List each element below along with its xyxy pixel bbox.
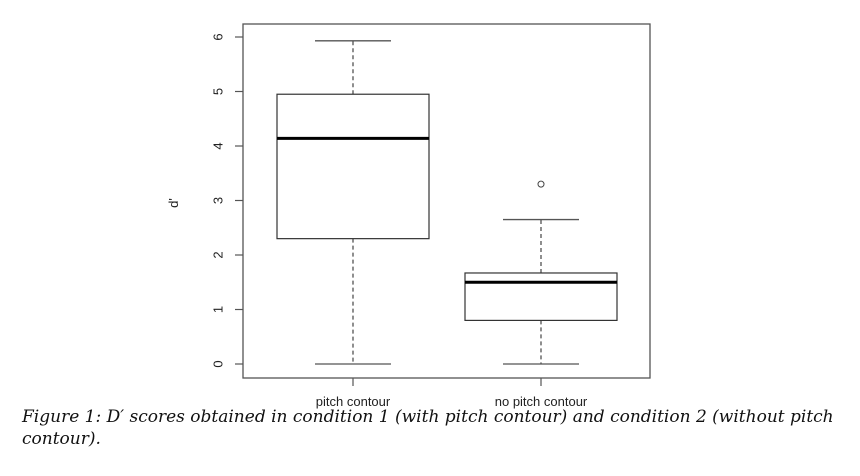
x-axis [352, 378, 542, 386]
box-2 [464, 180, 618, 365]
boxplot-chart: 0 1 2 3 4 5 6 d' [166, 23, 651, 386]
y-tick-label: 4 [211, 142, 226, 149]
y-tick-label: 6 [211, 33, 226, 40]
y-tick-label: 2 [211, 251, 226, 258]
box-series [276, 40, 618, 365]
iqr-box [276, 93, 430, 240]
y-axis: 0 1 2 3 4 5 6 [211, 33, 243, 368]
y-tick-label: 3 [211, 197, 226, 204]
y-tick-label: 0 [211, 360, 226, 367]
y-tick-label: 5 [211, 88, 226, 95]
y-axis-label: d' [166, 198, 181, 208]
figure-caption: Figure 1: D′ scores obtained in conditio… [22, 407, 834, 449]
y-tick-label: 1 [211, 306, 226, 313]
x-category-label-2: no pitch contour [494, 394, 588, 409]
box-1 [276, 40, 430, 365]
iqr-box [464, 272, 618, 321]
outlier-point [537, 180, 545, 188]
x-category-label-1: pitch contour [315, 394, 391, 409]
